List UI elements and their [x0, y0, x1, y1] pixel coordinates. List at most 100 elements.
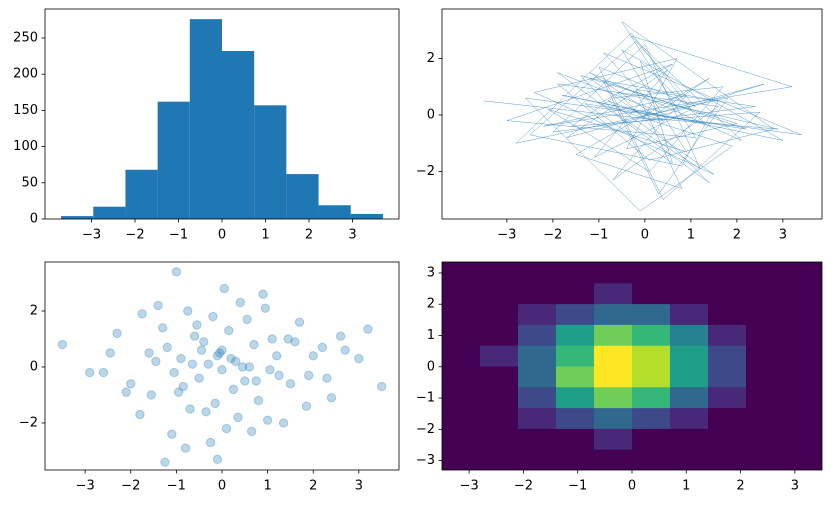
point	[354, 353, 364, 364]
cell	[784, 449, 822, 470]
point	[265, 365, 275, 375]
cell	[746, 324, 785, 346]
cell	[518, 282, 557, 305]
cell	[556, 345, 595, 367]
y-tick-label: −2	[416, 422, 435, 437]
x-tick-label: 1	[263, 479, 271, 494]
y-tick-label: 0	[427, 107, 435, 122]
point	[290, 337, 300, 347]
cell	[784, 407, 822, 429]
cell	[556, 428, 595, 450]
point	[221, 423, 232, 434]
y-tick-label: 3	[427, 265, 435, 280]
point	[294, 317, 305, 327]
subplot: −3 −2 −1 0 1 2 3 0 50 100 150 200 250	[13, 8, 400, 243]
point	[272, 351, 282, 361]
point	[151, 356, 161, 367]
x-tick-label: −3	[82, 228, 101, 243]
x-tick-label: 2	[736, 479, 744, 494]
bar	[350, 213, 383, 219]
point	[135, 409, 145, 420]
point	[187, 359, 198, 369]
point	[212, 454, 223, 465]
cell	[442, 282, 481, 305]
bar	[286, 174, 319, 219]
point	[283, 334, 293, 344]
point	[105, 348, 115, 358]
axes-frame	[441, 8, 823, 220]
cell	[556, 386, 595, 409]
cell	[480, 262, 519, 284]
line	[483, 21, 802, 212]
point	[57, 339, 68, 350]
cell	[518, 407, 557, 429]
cell	[480, 366, 519, 388]
cell	[708, 345, 747, 367]
point	[246, 426, 257, 437]
subplot: −3 −2 −1 0 1 2 3 −3 −2 −1 0 1 2 3	[416, 261, 823, 494]
cell	[746, 262, 785, 284]
point	[285, 379, 296, 389]
y-tick-label: 0	[427, 359, 435, 374]
y-tick-label: −1	[416, 391, 435, 406]
point	[205, 437, 216, 448]
cell	[708, 366, 747, 388]
y-tick-label: −3	[416, 453, 435, 468]
cell	[632, 324, 671, 346]
point	[326, 393, 337, 403]
cell	[518, 345, 557, 367]
point	[237, 362, 248, 372]
cell	[784, 428, 822, 450]
point	[153, 300, 163, 311]
x-tick-label: 1	[261, 228, 269, 243]
plot-area	[61, 19, 383, 219]
point	[112, 328, 122, 339]
x-tick-label: 1	[687, 228, 695, 243]
cell	[632, 449, 671, 470]
x-tick-label: −3	[460, 479, 479, 494]
point	[303, 370, 314, 381]
point	[228, 384, 239, 395]
x-tick-label: 2	[733, 228, 741, 243]
y-tick-label: 2	[427, 297, 435, 312]
cell	[746, 407, 785, 429]
point	[215, 348, 225, 358]
cell	[556, 449, 595, 470]
point	[176, 353, 186, 364]
cell	[480, 386, 519, 409]
point	[162, 342, 172, 353]
cell	[518, 428, 557, 450]
bar	[254, 105, 287, 219]
cell	[632, 366, 671, 388]
point	[189, 331, 200, 341]
point	[335, 331, 346, 341]
bar	[157, 101, 190, 219]
cell	[670, 282, 709, 305]
point	[201, 407, 211, 417]
point	[235, 297, 245, 308]
cell	[670, 345, 709, 367]
cell	[670, 386, 709, 409]
point	[98, 367, 109, 378]
point	[253, 395, 264, 406]
cell	[518, 386, 557, 409]
cell	[784, 262, 822, 284]
cell	[784, 282, 822, 305]
x-tick-label: −3	[76, 479, 95, 494]
plot-area	[483, 21, 802, 212]
bar	[318, 205, 351, 219]
cell	[480, 428, 519, 450]
cell	[670, 428, 709, 450]
cell	[708, 303, 747, 325]
cell	[746, 282, 785, 305]
cell	[442, 303, 481, 325]
x-tick-label: −2	[121, 479, 140, 494]
cell	[480, 324, 519, 346]
point	[226, 353, 236, 364]
cell	[708, 262, 747, 284]
cell	[670, 449, 709, 470]
cell	[784, 303, 822, 325]
point	[194, 373, 204, 383]
cell	[442, 386, 481, 409]
